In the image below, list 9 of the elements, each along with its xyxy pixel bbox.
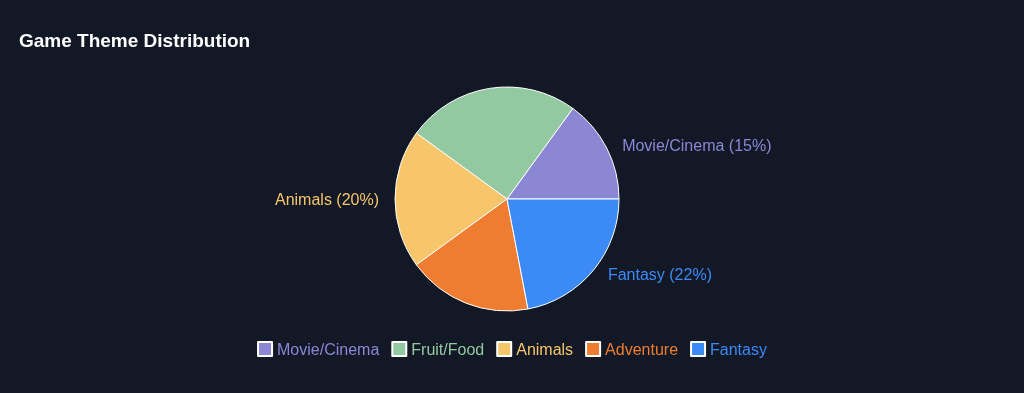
data-label: Animals (20%)	[274, 190, 379, 208]
data-label: Movie/Cinema (15%)	[622, 136, 772, 154]
data-label: Fantasy (22%)	[607, 265, 712, 283]
chart-title: Game Theme Distribution	[19, 30, 251, 51]
legend-label: Fruit/Food	[411, 340, 485, 358]
legend-label: Animals	[516, 340, 574, 358]
legend-label: Adventure	[605, 340, 679, 358]
legend-label: Movie/Cinema	[277, 340, 380, 358]
legend-label: Fantasy	[710, 340, 767, 358]
